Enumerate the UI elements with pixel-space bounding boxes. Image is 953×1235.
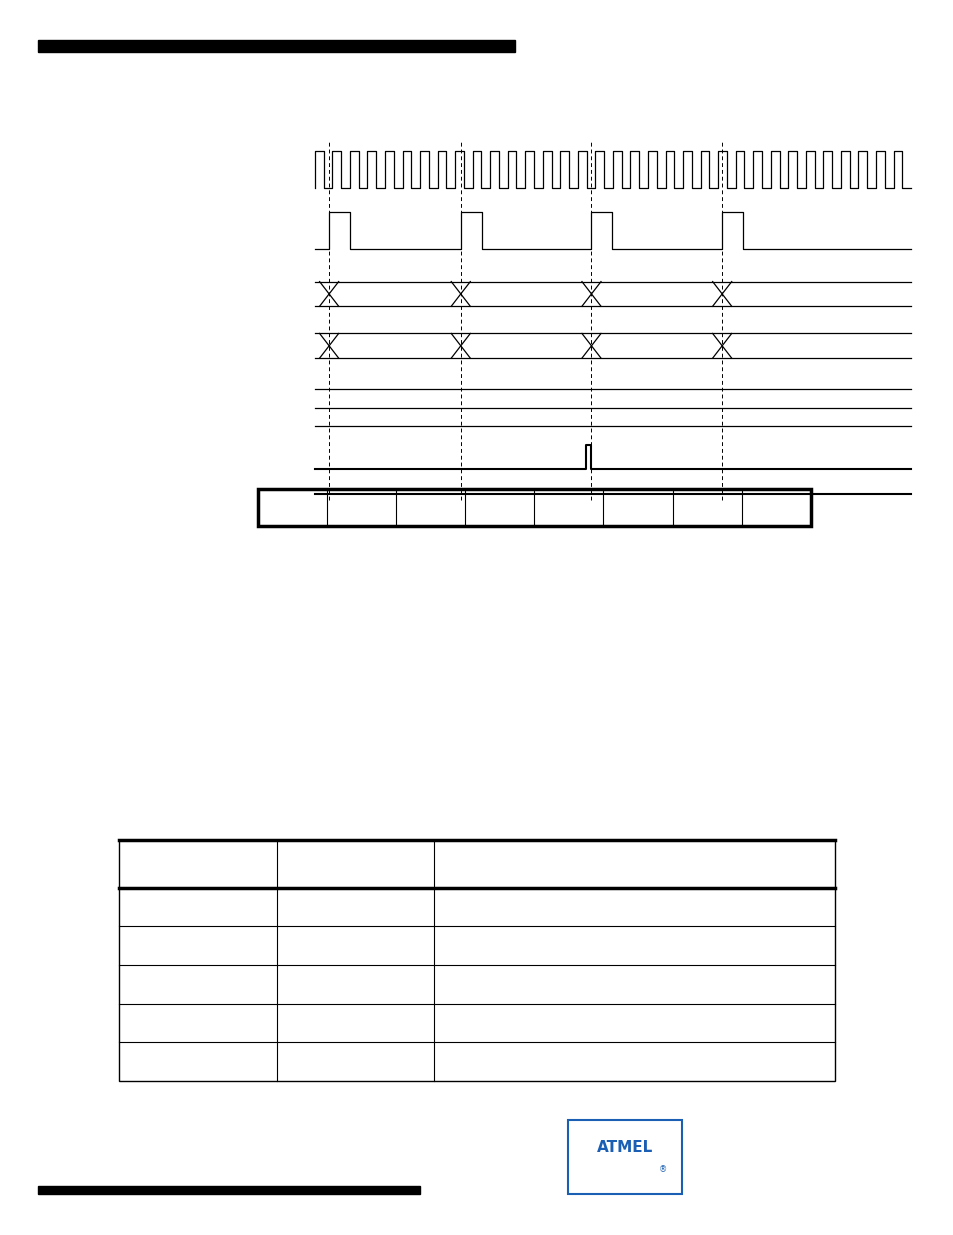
Text: ®: ®: [659, 1165, 666, 1174]
Bar: [257, 489, 810, 526]
Bar: [38, 1186, 419, 1194]
Text: ATMEL: ATMEL: [597, 1140, 652, 1155]
Bar: [38, 40, 515, 52]
Bar: [119, 840, 834, 1081]
